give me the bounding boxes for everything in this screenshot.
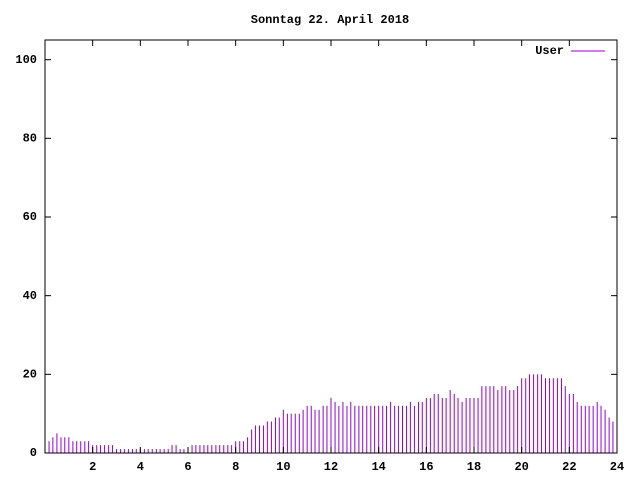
legend-label: User [535, 44, 564, 58]
x-tick-label: 2 [89, 460, 96, 474]
x-tick-label: 18 [467, 460, 481, 474]
x-tick-label: 6 [184, 460, 191, 474]
y-tick-label: 100 [15, 53, 37, 67]
x-tick-label: 10 [276, 460, 290, 474]
x-tick-label: 14 [371, 460, 385, 474]
x-tick-label: 24 [610, 460, 624, 474]
y-tick-label: 60 [23, 210, 37, 224]
x-tick-label: 4 [137, 460, 144, 474]
y-tick-label: 80 [23, 132, 37, 146]
x-tick-label: 12 [324, 460, 338, 474]
chart-title: Sonntag 22. April 2018 [251, 13, 409, 27]
y-tick-label: 20 [23, 368, 37, 382]
plot-border [44, 39, 618, 454]
x-tick-label: 20 [514, 460, 528, 474]
x-tick-label: 8 [232, 460, 239, 474]
x-tick-label: 16 [419, 460, 433, 474]
y-tick-label: 0 [30, 446, 37, 460]
y-tick-label: 40 [23, 289, 37, 303]
x-tick-label: 22 [562, 460, 576, 474]
